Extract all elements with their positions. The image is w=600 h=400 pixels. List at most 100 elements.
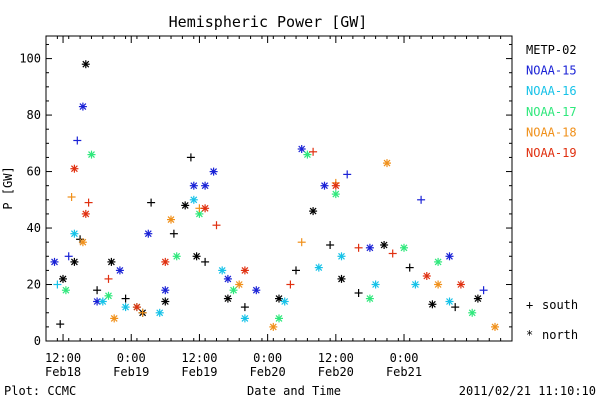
x-tick-time-label: 12:00 bbox=[181, 351, 217, 365]
data-point-north bbox=[434, 280, 443, 289]
data-point-north bbox=[104, 291, 113, 300]
marker-legend: + south * north bbox=[526, 298, 578, 342]
y-tick-label: 0 bbox=[34, 334, 41, 348]
marker-legend-label: south bbox=[542, 298, 578, 312]
legend-entry: NOAA-19 bbox=[526, 146, 577, 160]
data-point-south bbox=[186, 153, 195, 162]
x-tick-time-label: 0:00 bbox=[253, 351, 282, 365]
legend-entry: NOAA-15 bbox=[526, 64, 577, 78]
y-tick-label: 60 bbox=[27, 165, 41, 179]
y-tick-label: 20 bbox=[27, 278, 41, 292]
data-point-south bbox=[388, 249, 397, 258]
data-point-north bbox=[201, 204, 210, 213]
data-point-north bbox=[59, 274, 67, 283]
data-point-north bbox=[240, 266, 249, 275]
data-point-north bbox=[456, 280, 465, 289]
data-point-north bbox=[87, 150, 96, 159]
data-point-north bbox=[337, 252, 346, 261]
x-tick-day-label: Feb19 bbox=[181, 365, 217, 379]
data-point-south bbox=[297, 238, 306, 247]
data-point-north bbox=[155, 308, 164, 317]
x-tick-day-label: Feb20 bbox=[318, 365, 354, 379]
data-point-south bbox=[405, 263, 414, 272]
data-point-north bbox=[172, 252, 181, 261]
data-point-south bbox=[169, 229, 178, 238]
data-point-south bbox=[147, 198, 156, 207]
data-point-north bbox=[297, 145, 306, 153]
data-point-north bbox=[161, 257, 170, 266]
data-point-north bbox=[473, 294, 482, 303]
data-point-north bbox=[235, 280, 244, 289]
data-point-south bbox=[56, 320, 65, 329]
data-point-south bbox=[93, 286, 102, 295]
y-tick-label: 100 bbox=[19, 52, 41, 66]
x-tick-time-label: 0:00 bbox=[117, 351, 146, 365]
data-point-south bbox=[309, 147, 318, 156]
data-point-north bbox=[201, 181, 210, 190]
data-point-south bbox=[286, 280, 295, 289]
data-point-south bbox=[343, 170, 352, 179]
data-point-north bbox=[252, 286, 261, 295]
data-point-north bbox=[380, 241, 389, 249]
data-point-north bbox=[50, 257, 59, 266]
data-point-north bbox=[365, 294, 374, 303]
y-axis: 0 20 40 60 80 100 bbox=[19, 43, 512, 348]
x-tick-time-label: 12:00 bbox=[318, 351, 354, 365]
data-point-north bbox=[161, 286, 170, 295]
data-point-north bbox=[192, 252, 201, 261]
data-point-north bbox=[365, 243, 374, 252]
data-point-south bbox=[354, 243, 363, 252]
data-point-north bbox=[331, 181, 340, 190]
data-point-north bbox=[320, 181, 329, 190]
data-point-north bbox=[181, 201, 190, 210]
data-point-north bbox=[434, 257, 443, 266]
data-point-north bbox=[269, 322, 278, 331]
data-point-north bbox=[209, 167, 218, 176]
x-axis-label: Date and Time bbox=[247, 384, 341, 398]
data-point-north bbox=[240, 314, 249, 323]
marker-legend-symbol: * bbox=[526, 328, 533, 342]
data-point-north bbox=[70, 164, 79, 173]
data-point-north bbox=[309, 207, 318, 216]
data-point-north bbox=[132, 303, 141, 312]
data-point-south bbox=[201, 257, 210, 266]
x-tick-day-label: Feb21 bbox=[386, 365, 422, 379]
data-point-north bbox=[383, 159, 391, 168]
data-point-north bbox=[428, 300, 437, 309]
data-point-north bbox=[218, 266, 227, 275]
data-point-south bbox=[104, 274, 113, 283]
legend: METP-02 NOAA-15 NOAA-16 NOAA-17 NOAA-18 NOAA-… bbox=[526, 43, 577, 160]
data-point-south bbox=[53, 280, 62, 289]
legend-entry: NOAA-16 bbox=[526, 84, 577, 98]
data-point-south bbox=[73, 136, 82, 145]
plot-timestamp: 2011/02/21 11:10:10 bbox=[459, 384, 596, 398]
data-point-south bbox=[451, 303, 460, 312]
data-point-north bbox=[280, 297, 289, 306]
data-point-north bbox=[70, 229, 79, 238]
data-point-north bbox=[107, 257, 116, 266]
data-point-north bbox=[422, 272, 431, 280]
data-point-south bbox=[138, 308, 147, 317]
x-tick-time-label: 0:00 bbox=[390, 351, 419, 365]
data-point-north bbox=[229, 286, 238, 295]
x-tick-day-label: Feb18 bbox=[45, 365, 81, 379]
data-point-south bbox=[84, 198, 93, 207]
data-point-north bbox=[445, 297, 454, 306]
x-tick-time-label: 12:00 bbox=[45, 351, 81, 365]
data-points bbox=[50, 60, 499, 331]
x-tick-day-label: Feb19 bbox=[113, 365, 149, 379]
x-tick-day-label: Feb20 bbox=[250, 365, 286, 379]
data-point-north bbox=[61, 286, 70, 295]
data-point-north bbox=[78, 238, 87, 247]
data-point-north bbox=[337, 274, 346, 283]
data-point-south bbox=[417, 195, 426, 204]
data-point-north bbox=[144, 229, 153, 238]
data-point-south bbox=[326, 241, 335, 249]
legend-entry: NOAA-18 bbox=[526, 125, 577, 139]
data-point-north bbox=[275, 294, 283, 303]
data-point-north bbox=[110, 314, 119, 323]
x-axis: 12:00Feb180:00Feb1912:00Feb190:00Feb2012… bbox=[45, 36, 513, 379]
plot-credit: Plot: CCMC bbox=[4, 384, 76, 398]
